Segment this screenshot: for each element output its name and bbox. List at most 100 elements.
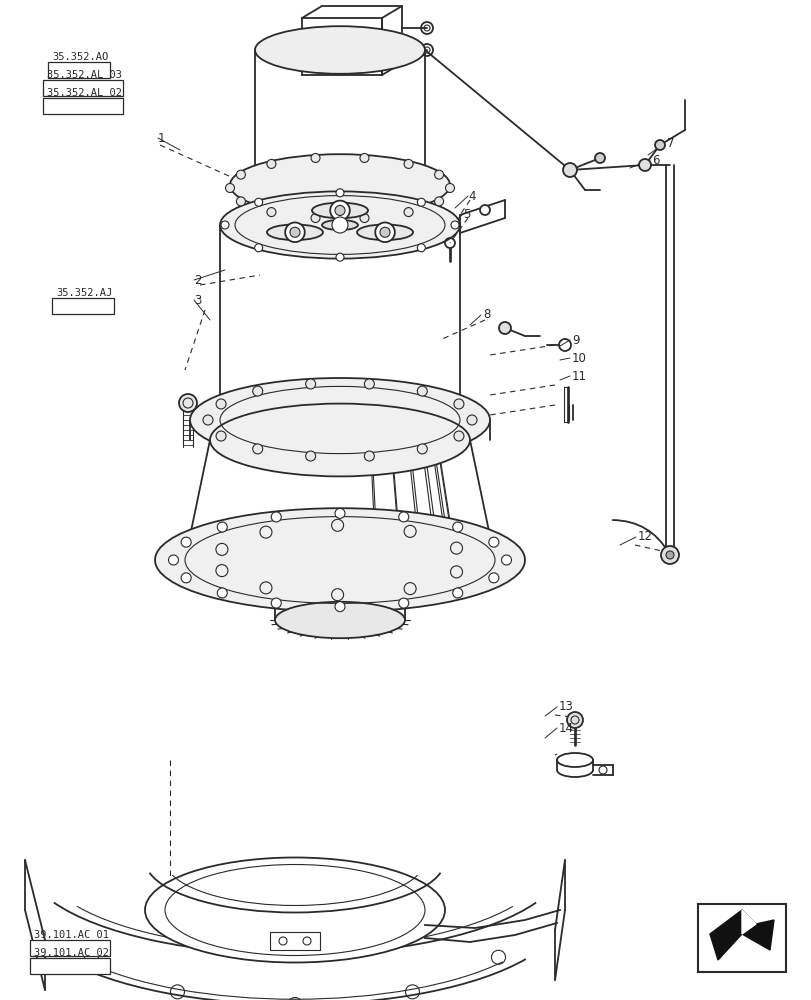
Circle shape — [330, 201, 350, 220]
Circle shape — [417, 444, 427, 454]
Circle shape — [252, 444, 263, 454]
Circle shape — [398, 512, 408, 522]
Circle shape — [417, 386, 427, 396]
Ellipse shape — [220, 386, 460, 454]
FancyBboxPatch shape — [43, 98, 122, 114]
Text: 2: 2 — [194, 273, 201, 286]
Circle shape — [236, 197, 245, 206]
Text: 35.352.AL 02: 35.352.AL 02 — [47, 88, 122, 98]
Circle shape — [654, 140, 664, 150]
FancyBboxPatch shape — [30, 940, 109, 956]
Ellipse shape — [230, 154, 449, 216]
Ellipse shape — [190, 378, 489, 462]
Polygon shape — [741, 910, 755, 934]
Circle shape — [417, 244, 425, 252]
Circle shape — [488, 573, 498, 583]
Ellipse shape — [270, 200, 410, 240]
Circle shape — [336, 189, 344, 197]
Ellipse shape — [210, 404, 470, 476]
Text: 12: 12 — [637, 530, 652, 544]
Circle shape — [332, 217, 348, 233]
Circle shape — [434, 170, 443, 179]
Circle shape — [217, 588, 227, 598]
Ellipse shape — [267, 224, 323, 240]
Circle shape — [181, 537, 191, 547]
Circle shape — [267, 159, 276, 168]
Circle shape — [335, 602, 345, 612]
Text: 35.352.AO: 35.352.AO — [52, 52, 108, 62]
Circle shape — [660, 546, 678, 564]
Circle shape — [434, 197, 443, 206]
Circle shape — [271, 512, 281, 522]
Circle shape — [499, 322, 510, 334]
Text: 7: 7 — [666, 137, 674, 150]
Circle shape — [255, 198, 263, 206]
Ellipse shape — [255, 26, 424, 74]
Circle shape — [594, 153, 604, 163]
Circle shape — [417, 198, 425, 206]
Ellipse shape — [311, 203, 367, 218]
Circle shape — [169, 555, 178, 565]
Circle shape — [236, 170, 245, 179]
FancyBboxPatch shape — [43, 80, 122, 96]
Text: 11: 11 — [571, 369, 586, 382]
Circle shape — [216, 431, 225, 441]
Circle shape — [364, 379, 374, 389]
FancyBboxPatch shape — [30, 958, 109, 974]
Circle shape — [566, 712, 582, 728]
Circle shape — [181, 573, 191, 583]
Circle shape — [290, 227, 299, 237]
Text: 10: 10 — [571, 352, 586, 364]
Circle shape — [267, 208, 276, 217]
Text: 14: 14 — [558, 721, 573, 734]
Circle shape — [380, 227, 389, 237]
Circle shape — [178, 394, 197, 412]
Circle shape — [453, 588, 462, 598]
FancyBboxPatch shape — [52, 298, 114, 314]
Circle shape — [404, 208, 413, 217]
Circle shape — [562, 163, 577, 177]
Ellipse shape — [322, 220, 358, 230]
Circle shape — [203, 415, 212, 425]
Text: 39.101.AC 02: 39.101.AC 02 — [34, 948, 109, 958]
Circle shape — [359, 214, 368, 223]
FancyBboxPatch shape — [270, 932, 320, 950]
Circle shape — [359, 153, 368, 162]
Circle shape — [453, 399, 463, 409]
Circle shape — [255, 244, 263, 252]
Circle shape — [271, 598, 281, 608]
Circle shape — [305, 379, 315, 389]
Text: 3: 3 — [194, 294, 201, 306]
Circle shape — [488, 537, 498, 547]
Text: 35.352.AL 03: 35.352.AL 03 — [47, 70, 122, 80]
Circle shape — [375, 222, 394, 242]
Text: 6: 6 — [651, 154, 659, 167]
Text: 4: 4 — [467, 190, 475, 203]
Circle shape — [445, 184, 454, 193]
Circle shape — [335, 205, 345, 215]
Circle shape — [398, 598, 408, 608]
Text: 1: 1 — [158, 132, 165, 145]
Circle shape — [364, 451, 374, 461]
Circle shape — [216, 399, 225, 409]
Text: 13: 13 — [558, 700, 573, 713]
Ellipse shape — [275, 602, 405, 638]
Circle shape — [335, 508, 345, 518]
Circle shape — [252, 386, 263, 396]
Ellipse shape — [357, 224, 413, 240]
Circle shape — [450, 221, 458, 229]
Circle shape — [305, 451, 315, 461]
Circle shape — [217, 522, 227, 532]
Text: 8: 8 — [483, 308, 490, 322]
FancyBboxPatch shape — [48, 62, 109, 78]
Text: 9: 9 — [571, 334, 579, 347]
Circle shape — [501, 555, 511, 565]
Ellipse shape — [145, 857, 444, 962]
Circle shape — [466, 415, 476, 425]
Circle shape — [453, 431, 463, 441]
Circle shape — [311, 214, 320, 223]
Circle shape — [336, 253, 344, 261]
Circle shape — [638, 159, 650, 171]
Text: 5: 5 — [462, 208, 470, 221]
Polygon shape — [709, 910, 773, 960]
